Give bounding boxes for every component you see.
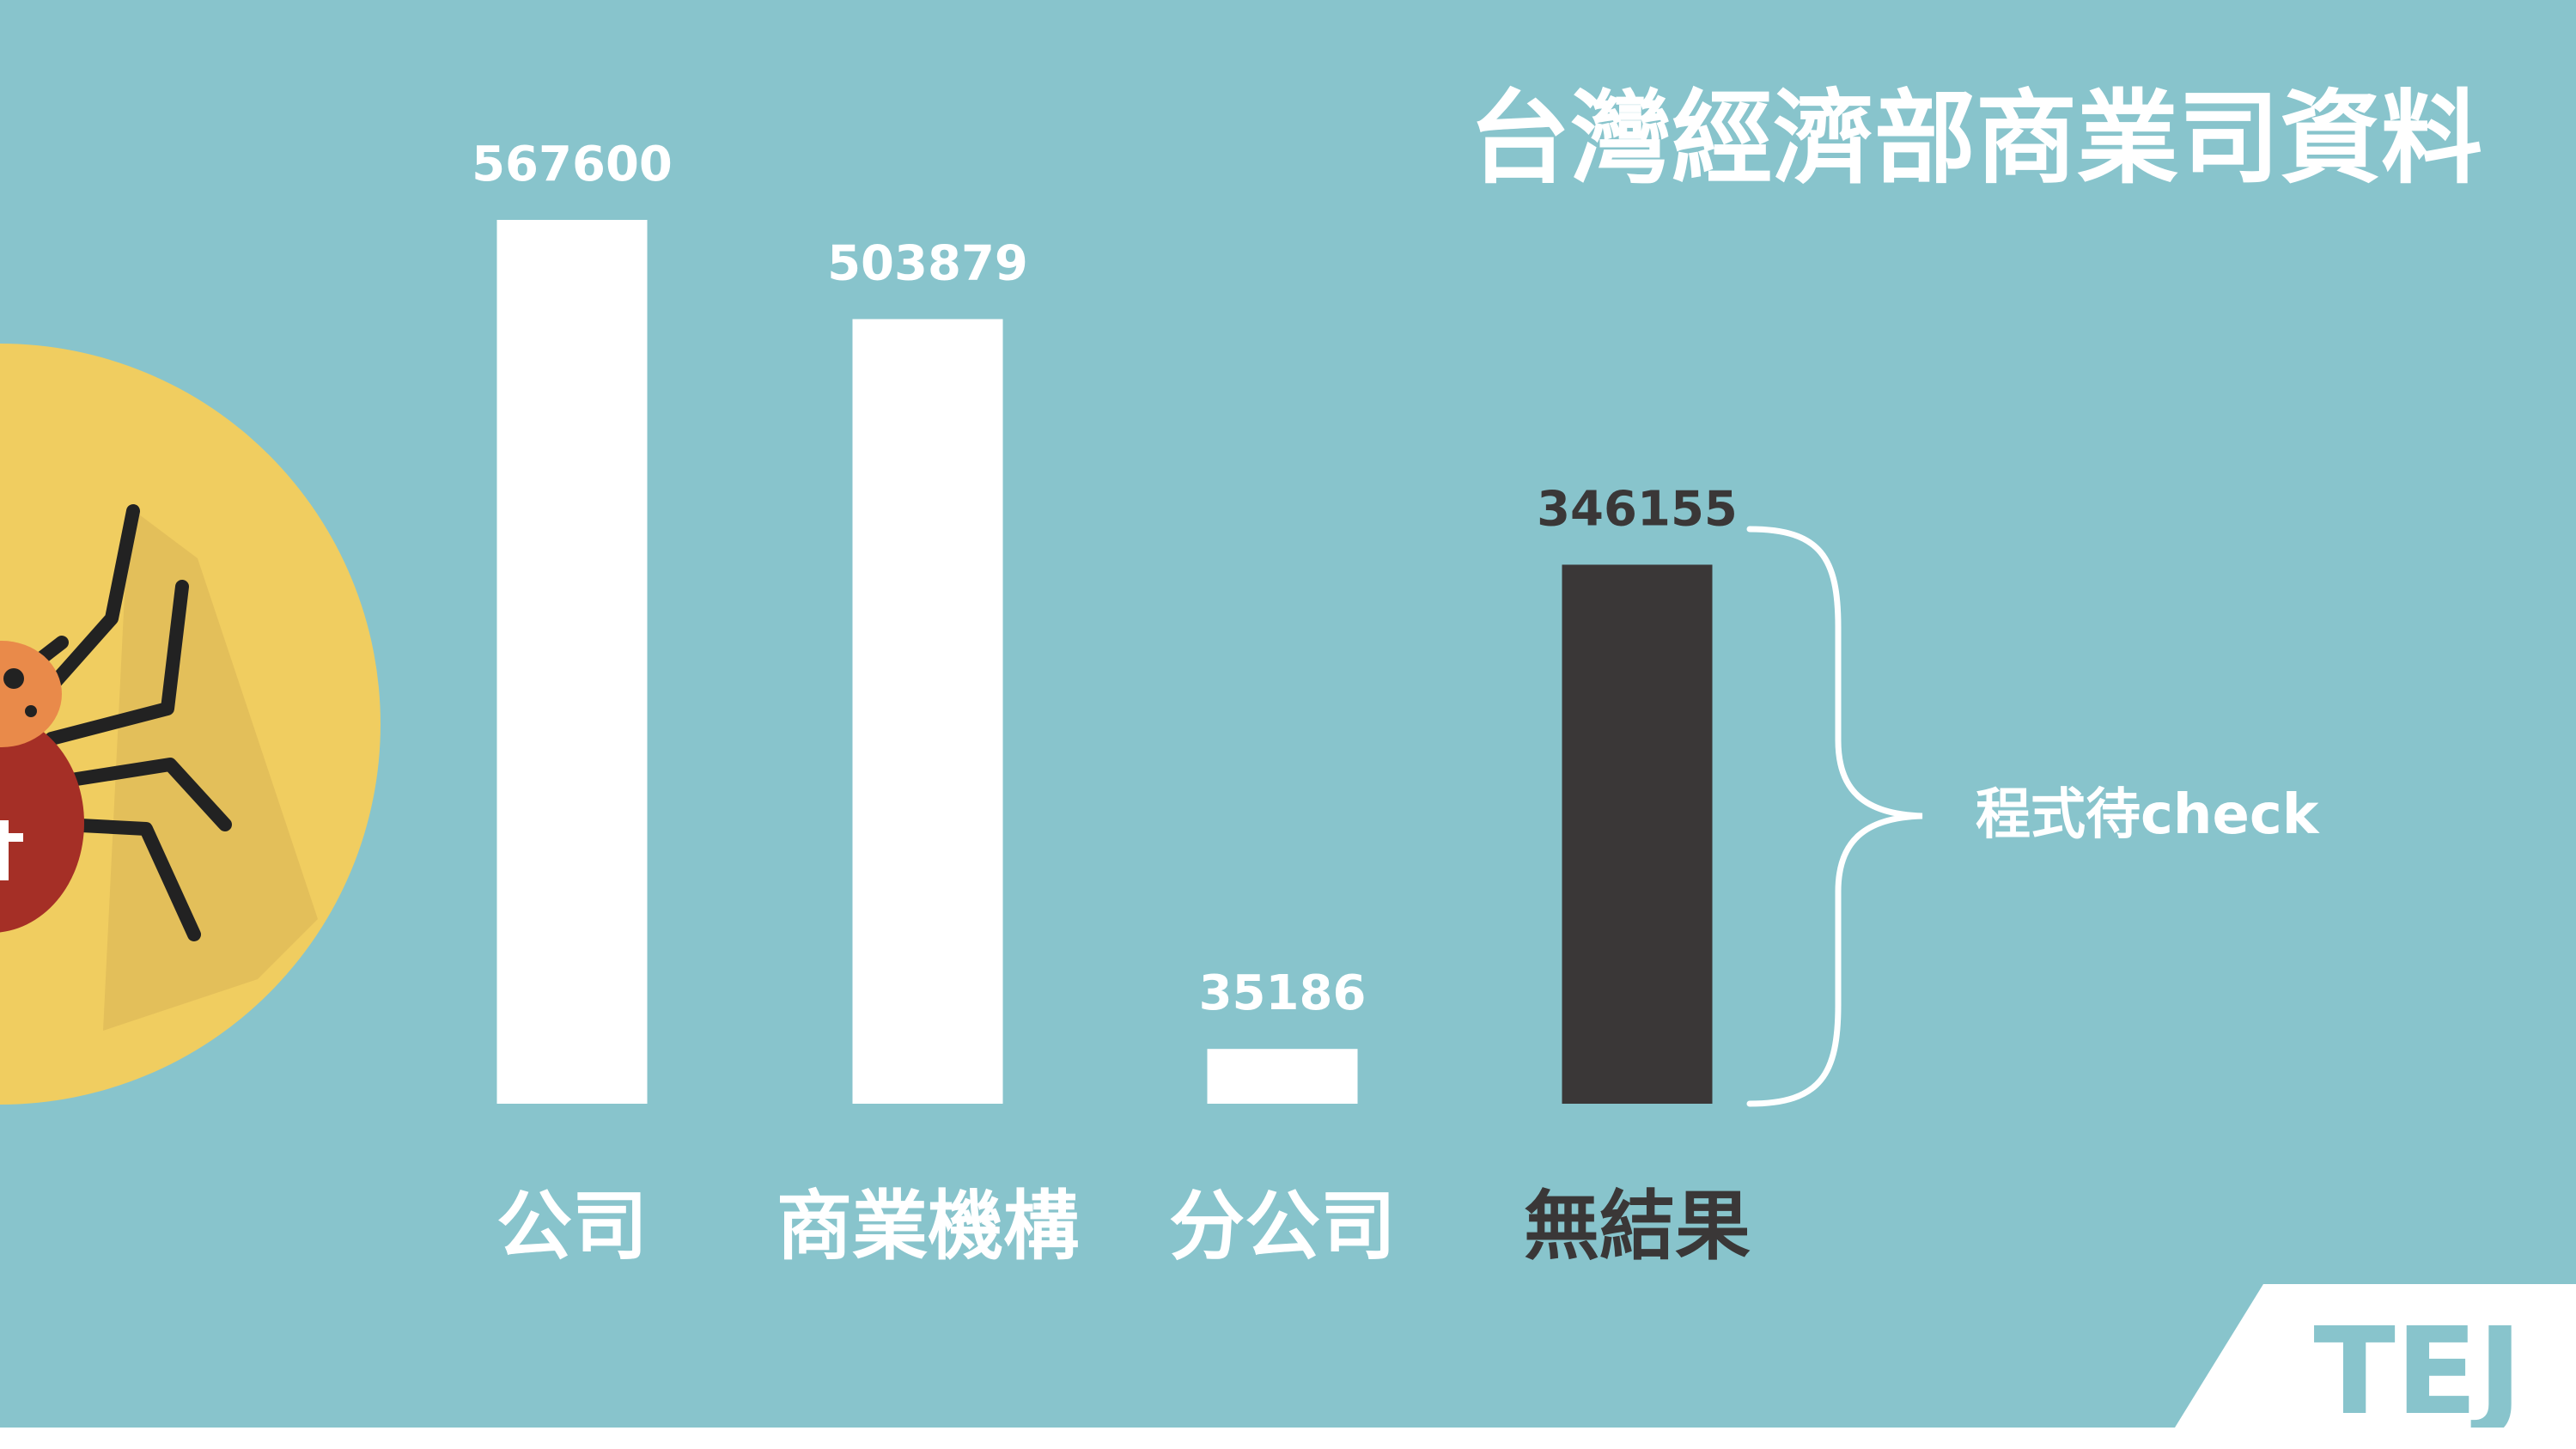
value-label-2: 503879 xyxy=(827,236,1028,292)
logo-text: TEJ xyxy=(2313,1302,2522,1428)
annotation-label: 程式待check xyxy=(1976,783,2320,847)
value-label-3: 35186 xyxy=(1199,965,1367,1021)
bar-4 xyxy=(1562,564,1713,1104)
category-label-1: 公司 xyxy=(496,1182,648,1270)
bar-3 xyxy=(1207,1049,1358,1104)
category-label-3: 分公司 xyxy=(1169,1182,1396,1270)
bar-2 xyxy=(852,319,1003,1105)
category-label-4: 無結果 xyxy=(1524,1182,1751,1270)
annotation-brace xyxy=(1746,526,1923,1107)
chart-title: 台灣經濟部商業司資料 xyxy=(1469,79,2482,198)
bar-series: 567600 公司 503879 商業機構 35186 分公司 346155 無結果 xyxy=(472,137,1751,1270)
value-label-4: 346155 xyxy=(1537,481,1738,537)
bar-1 xyxy=(496,220,648,1104)
category-label-2: 商業機構 xyxy=(776,1182,1079,1270)
value-label-1: 567600 xyxy=(472,137,673,192)
tej-logo: TEJ xyxy=(2175,1284,2576,1428)
beetle-bug-icon xyxy=(0,344,381,1105)
